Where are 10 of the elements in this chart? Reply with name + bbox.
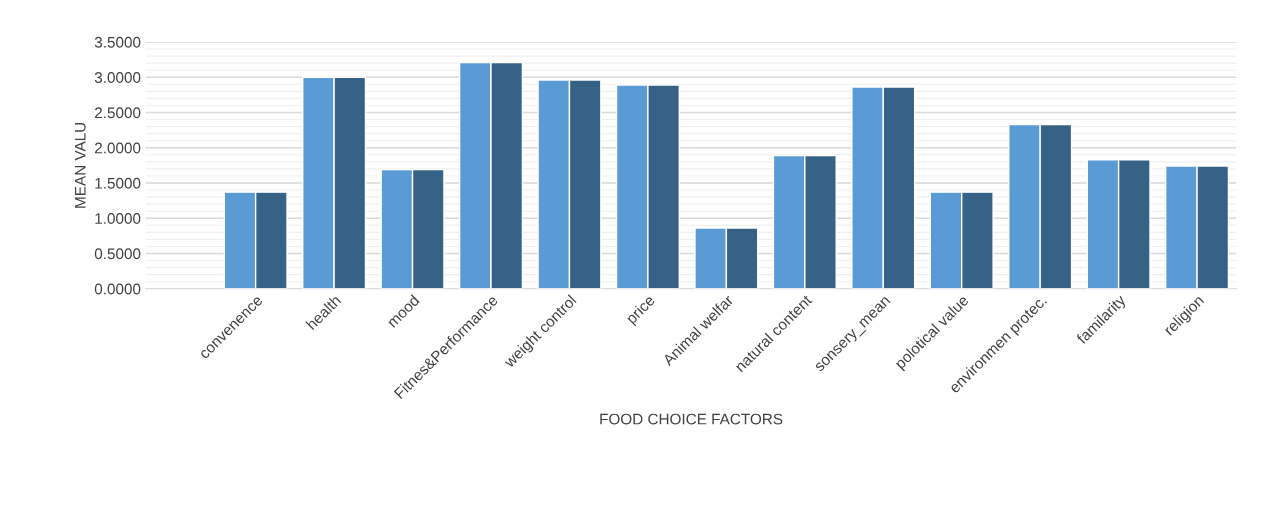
x-axis-title: FOOD CHOICE FACTORS <box>600 413 783 425</box>
y-tick-label: 1.0000 <box>95 213 141 224</box>
y-tick-label: 0.0000 <box>94 283 141 295</box>
y-tick-label: 3.5000 <box>94 36 141 48</box>
y-tick-label: 3.0000 <box>94 72 141 83</box>
y-tick-label: 2.0000 <box>95 142 141 154</box>
y-tick-label: 1.5000 <box>95 177 141 189</box>
y-tick-label: 2.5000 <box>95 107 141 119</box>
y-axis-title: MEAN VALU <box>75 122 86 208</box>
y-tick-label: 0.5000 <box>94 248 141 260</box>
